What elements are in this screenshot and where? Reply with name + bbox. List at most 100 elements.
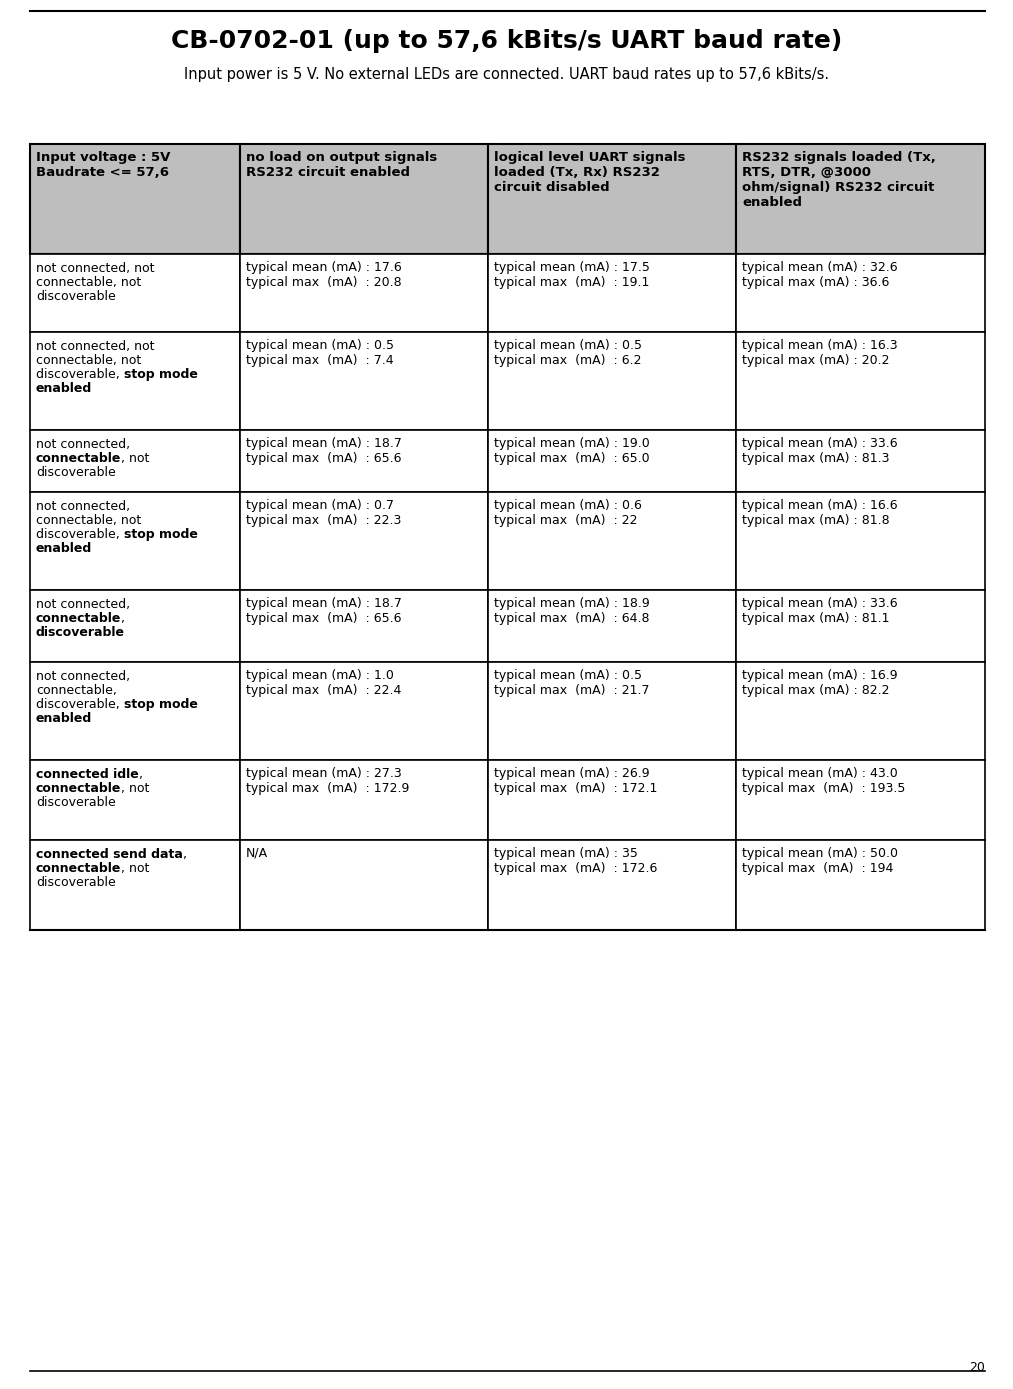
Text: typical mean (mA) : 1.0
typical max  (mA)  : 22.4: typical mean (mA) : 1.0 typical max (mA)… xyxy=(246,669,401,697)
Bar xyxy=(240,663,488,760)
Bar xyxy=(736,254,985,332)
Text: enabled: enabled xyxy=(36,542,92,556)
Bar xyxy=(30,760,240,840)
Text: connectable: connectable xyxy=(36,451,122,465)
Bar xyxy=(488,492,736,590)
Bar xyxy=(736,492,985,590)
Text: typical mean (mA) : 18.7
typical max  (mA)  : 65.6: typical mean (mA) : 18.7 typical max (mA… xyxy=(246,438,402,465)
Text: not connected,: not connected, xyxy=(36,500,130,513)
Text: discoverable: discoverable xyxy=(36,290,115,303)
Text: typical mean (mA) : 18.9
typical max  (mA)  : 64.8: typical mean (mA) : 18.9 typical max (mA… xyxy=(494,597,649,625)
Text: typical mean (mA) : 0.5
typical max  (mA)  : 6.2: typical mean (mA) : 0.5 typical max (mA)… xyxy=(494,339,642,367)
Text: typical mean (mA) : 0.5
typical max  (mA)  : 21.7: typical mean (mA) : 0.5 typical max (mA)… xyxy=(494,669,649,697)
Bar xyxy=(240,332,488,431)
Text: connectable, not: connectable, not xyxy=(36,354,141,367)
Bar xyxy=(736,590,985,663)
Text: , not: , not xyxy=(122,782,150,795)
Bar xyxy=(488,254,736,332)
Text: logical level UART signals
loaded (Tx, Rx) RS232
circuit disabled: logical level UART signals loaded (Tx, R… xyxy=(494,151,686,194)
Text: ,: , xyxy=(139,768,143,781)
Text: RS232 signals loaded (Tx,
RTS, DTR, @3000
ohm/signal) RS232 circuit
enabled: RS232 signals loaded (Tx, RTS, DTR, @300… xyxy=(742,151,936,208)
Text: typical mean (mA) : 33.6
typical max (mA) : 81.1: typical mean (mA) : 33.6 typical max (mA… xyxy=(742,597,898,625)
Text: connectable: connectable xyxy=(36,782,122,795)
Text: typical mean (mA) : 0.7
typical max  (mA)  : 22.3: typical mean (mA) : 0.7 typical max (mA)… xyxy=(246,499,401,526)
Text: typical mean (mA) : 17.6
typical max  (mA)  : 20.8: typical mean (mA) : 17.6 typical max (mA… xyxy=(246,261,402,289)
Bar xyxy=(736,663,985,760)
Bar xyxy=(240,760,488,840)
Bar xyxy=(488,590,736,663)
Text: discoverable: discoverable xyxy=(36,796,115,808)
Text: typical mean (mA) : 32.6
typical max (mA) : 36.6: typical mean (mA) : 32.6 typical max (mA… xyxy=(742,261,898,289)
Text: Input voltage : 5V
Baudrate <= 57,6: Input voltage : 5V Baudrate <= 57,6 xyxy=(36,151,170,179)
Text: connected send data: connected send data xyxy=(36,849,183,861)
Text: not connected,: not connected, xyxy=(36,438,130,451)
Text: , not: , not xyxy=(122,863,150,875)
Text: discoverable: discoverable xyxy=(36,626,125,639)
Text: stop mode: stop mode xyxy=(124,528,198,540)
Text: discoverable: discoverable xyxy=(36,465,115,479)
Bar xyxy=(488,840,736,931)
Text: no load on output signals
RS232 circuit enabled: no load on output signals RS232 circuit … xyxy=(246,151,438,179)
Bar xyxy=(736,840,985,931)
Text: not connected,: not connected, xyxy=(36,669,130,683)
Text: typical mean (mA) : 16.3
typical max (mA) : 20.2: typical mean (mA) : 16.3 typical max (mA… xyxy=(742,339,898,367)
Bar xyxy=(488,332,736,431)
Text: ,: , xyxy=(183,849,186,861)
Text: , not: , not xyxy=(122,451,150,465)
Text: typical mean (mA) : 18.7
typical max  (mA)  : 65.6: typical mean (mA) : 18.7 typical max (mA… xyxy=(246,597,402,625)
Text: ,: , xyxy=(122,613,126,625)
Bar xyxy=(30,332,240,431)
Bar xyxy=(488,431,736,492)
Bar xyxy=(488,144,736,254)
Bar xyxy=(30,431,240,492)
Text: connectable, not: connectable, not xyxy=(36,276,141,289)
Bar xyxy=(488,663,736,760)
Bar xyxy=(736,431,985,492)
Bar xyxy=(736,144,985,254)
Text: connectable: connectable xyxy=(36,613,122,625)
Text: discoverable: discoverable xyxy=(36,876,115,889)
Bar xyxy=(240,144,488,254)
Bar xyxy=(736,332,985,431)
Text: typical mean (mA) : 19.0
typical max  (mA)  : 65.0: typical mean (mA) : 19.0 typical max (mA… xyxy=(494,438,649,465)
Text: not connected, not: not connected, not xyxy=(36,340,155,353)
Bar xyxy=(240,840,488,931)
Text: typical mean (mA) : 0.6
typical max  (mA)  : 22: typical mean (mA) : 0.6 typical max (mA)… xyxy=(494,499,642,526)
Text: stop mode: stop mode xyxy=(124,368,198,381)
Text: connected idle: connected idle xyxy=(36,768,139,781)
Text: typical mean (mA) : 16.6
typical max (mA) : 81.8: typical mean (mA) : 16.6 typical max (mA… xyxy=(742,499,898,526)
Text: discoverable,: discoverable, xyxy=(36,699,124,711)
Text: discoverable,: discoverable, xyxy=(36,528,124,540)
Bar xyxy=(736,760,985,840)
Bar xyxy=(488,760,736,840)
Text: typical mean (mA) : 43.0
typical max  (mA)  : 193.5: typical mean (mA) : 43.0 typical max (mA… xyxy=(742,767,906,795)
Text: 20: 20 xyxy=(969,1361,985,1374)
Text: stop mode: stop mode xyxy=(124,699,198,711)
Text: typical mean (mA) : 27.3
typical max  (mA)  : 172.9: typical mean (mA) : 27.3 typical max (mA… xyxy=(246,767,409,795)
Text: typical mean (mA) : 33.6
typical max (mA) : 81.3: typical mean (mA) : 33.6 typical max (mA… xyxy=(742,438,898,465)
Bar xyxy=(240,431,488,492)
Bar xyxy=(30,254,240,332)
Text: typical mean (mA) : 50.0
typical max  (mA)  : 194: typical mean (mA) : 50.0 typical max (mA… xyxy=(742,847,898,875)
Bar xyxy=(240,492,488,590)
Text: not connected,: not connected, xyxy=(36,599,130,611)
Bar xyxy=(30,492,240,590)
Text: enabled: enabled xyxy=(36,382,92,394)
Text: connectable: connectable xyxy=(36,863,122,875)
Text: enabled: enabled xyxy=(36,713,92,725)
Bar xyxy=(240,590,488,663)
Bar xyxy=(30,144,240,254)
Text: typical mean (mA) : 35
typical max  (mA)  : 172.6: typical mean (mA) : 35 typical max (mA) … xyxy=(494,847,657,875)
Bar xyxy=(30,840,240,931)
Text: CB-0702-01 (up to 57,6 kBits/s UART baud rate): CB-0702-01 (up to 57,6 kBits/s UART baud… xyxy=(171,29,843,53)
Text: N/A: N/A xyxy=(246,847,268,860)
Text: Input power is 5 V. No external LEDs are connected. UART baud rates up to 57,6 k: Input power is 5 V. No external LEDs are… xyxy=(184,67,830,82)
Text: typical mean (mA) : 16.9
typical max (mA) : 82.2: typical mean (mA) : 16.9 typical max (mA… xyxy=(742,669,898,697)
Text: not connected, not: not connected, not xyxy=(36,263,155,275)
Bar xyxy=(30,590,240,663)
Text: typical mean (mA) : 17.5
typical max  (mA)  : 19.1: typical mean (mA) : 17.5 typical max (mA… xyxy=(494,261,650,289)
Text: connectable, not: connectable, not xyxy=(36,514,141,526)
Bar xyxy=(240,254,488,332)
Text: connectable,: connectable, xyxy=(36,683,116,697)
Text: typical mean (mA) : 0.5
typical max  (mA)  : 7.4: typical mean (mA) : 0.5 typical max (mA)… xyxy=(246,339,394,367)
